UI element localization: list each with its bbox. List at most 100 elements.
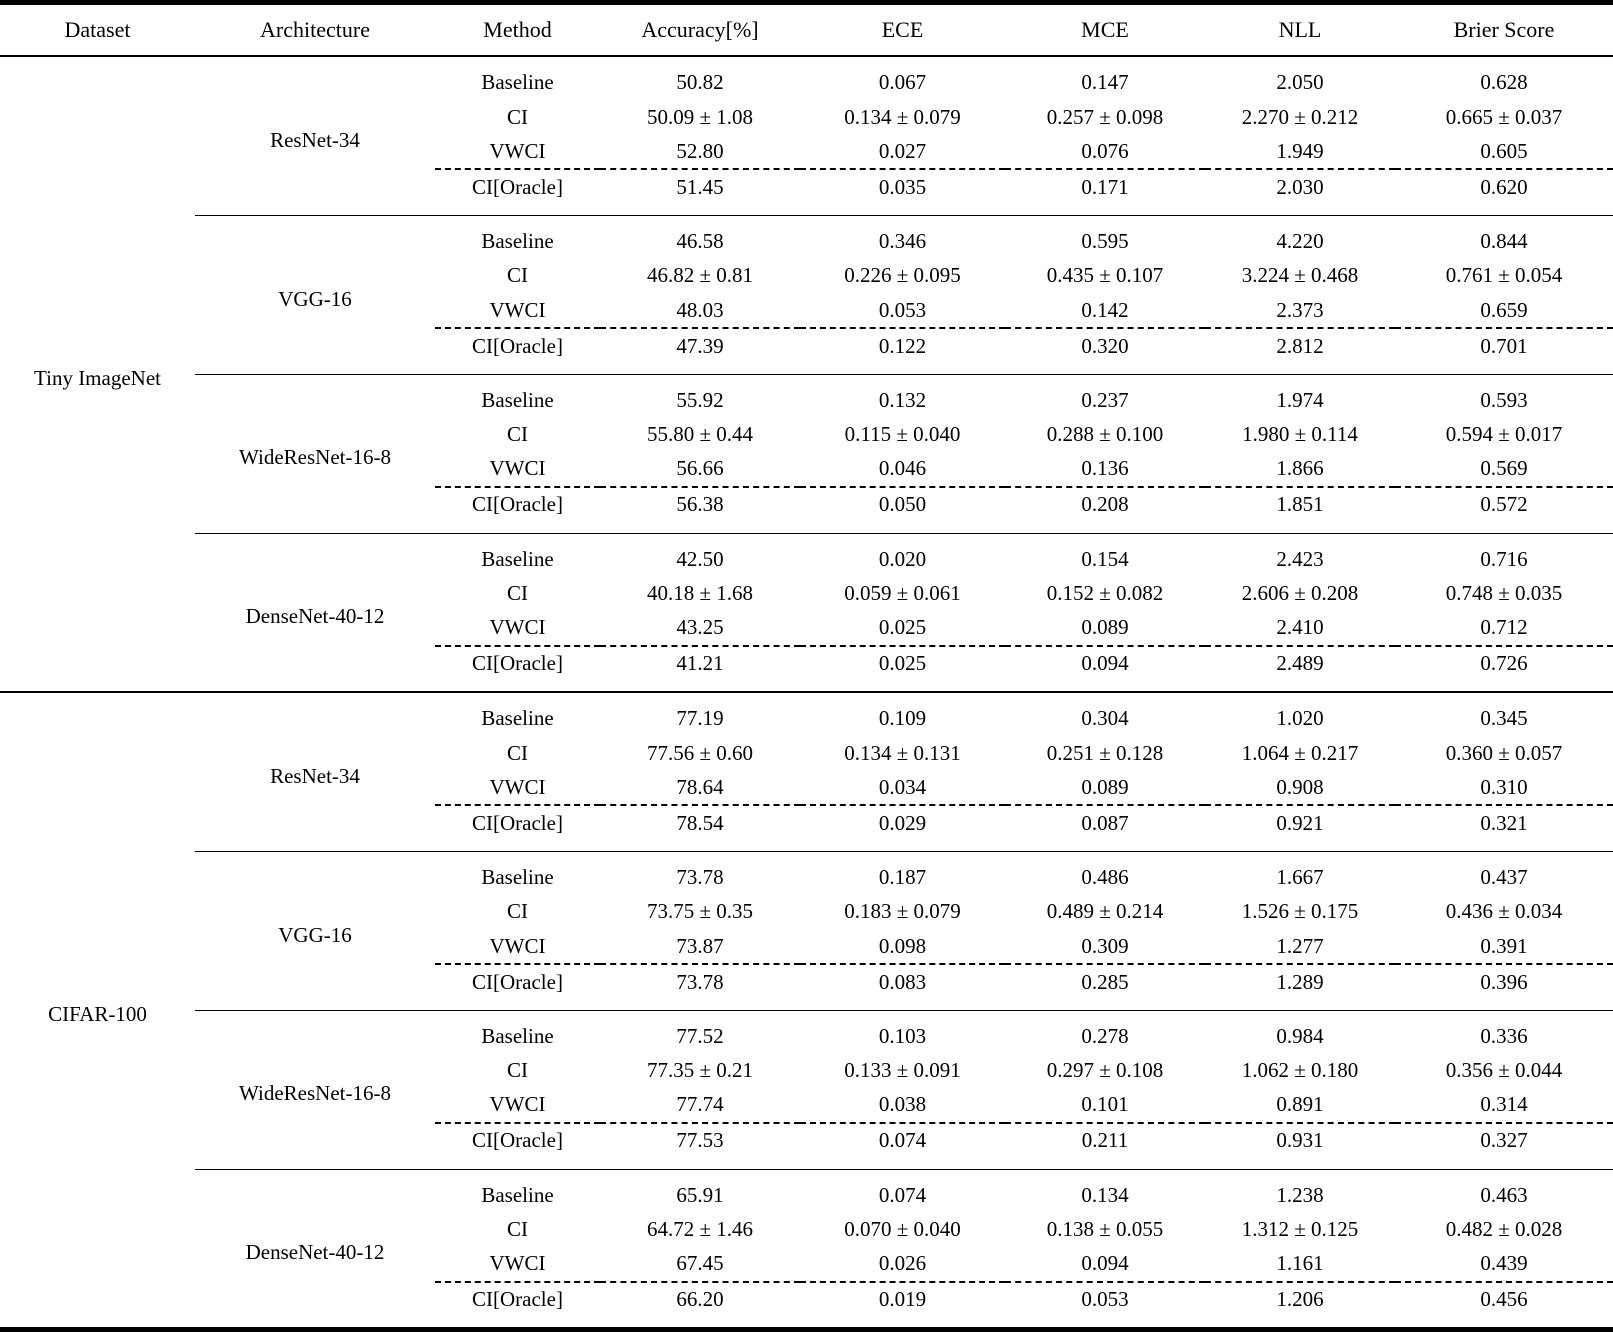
metric-value: 0.035 [800, 168, 1005, 216]
metric-value: 0.074 [800, 1168, 1005, 1213]
metric-value: 0.360 ± 0.057 [1445, 740, 1563, 765]
metric-value: 77.53 [600, 1121, 800, 1170]
table-row: VWCI 73.87 0.098 0.309 1.277 0.391 [0, 929, 1613, 964]
metric-value: 0.257 ± 0.098 [1046, 104, 1164, 129]
metric-value: 0.701 [1395, 327, 1613, 375]
metric-value: 0.605 [1480, 138, 1528, 163]
metric-value: 55.80 ± 0.44 [646, 422, 754, 447]
metric-value: 77.35 ± 0.21 [646, 1058, 754, 1083]
metric-value: 0.134 ± 0.079 [844, 104, 961, 129]
metric-value: 0.034 [878, 774, 927, 799]
table-row: VWCI 78.64 0.034 0.089 0.908 0.310 [0, 770, 1613, 805]
metric-value: 1.064 ± 0.217 [1241, 740, 1359, 765]
metric-value: 0.098 [878, 933, 927, 958]
metric-value: 0.187 [800, 851, 1005, 895]
metric-value: 52.80 [676, 138, 724, 163]
metric-value: 0.310 [1480, 774, 1528, 799]
metric-value: 0.134 ± 0.131 [844, 740, 961, 765]
method-label: Baseline [435, 215, 600, 259]
metric-value: 0.132 [800, 373, 1005, 418]
metric-value: 64.72 ± 1.46 [646, 1216, 754, 1241]
metric-value: 0.931 [1205, 1121, 1395, 1170]
table-row: CI[Oracle] 56.38 0.050 0.208 1.851 0.572 [0, 485, 1613, 534]
metric-value: 0.138 ± 0.055 [1046, 1216, 1164, 1241]
architecture-label: DenseNet-40-12 [195, 532, 435, 693]
method-label: CI [507, 899, 528, 924]
metric-value: 0.083 [800, 963, 1005, 1011]
metric-value: 0.142 [1081, 297, 1129, 322]
metric-value: 0.456 [1395, 1280, 1613, 1330]
metric-value: 0.050 [800, 485, 1005, 534]
metric-value: 0.020 [800, 532, 1005, 577]
metric-value: 77.74 [676, 1092, 724, 1117]
table-row: CI 40.18 ± 1.68 0.059 ± 0.061 0.152 ± 0.082… [0, 576, 1613, 610]
dataset-label: CIFAR-100 [0, 691, 195, 1330]
metric-value: 73.75 ± 0.35 [646, 899, 754, 924]
method-label: CI[Oracle] [435, 1280, 600, 1330]
metric-value: 0.019 [800, 1280, 1005, 1330]
table-row: VWCI 56.66 0.046 0.136 1.866 0.569 [0, 452, 1613, 487]
method-label: Baseline [435, 691, 600, 737]
method-label: CI [507, 104, 528, 129]
table-row: CI 46.82 ± 0.81 0.226 ± 0.095 0.435 ± 0.107… [0, 259, 1613, 293]
metric-value: 0.908 [1276, 774, 1324, 799]
table-row: CI 73.75 ± 0.35 0.183 ± 0.079 0.489 ± 0.214… [0, 895, 1613, 929]
metric-value: 1.866 [1276, 456, 1324, 481]
table-row: CI[Oracle] 41.21 0.025 0.094 2.489 0.726 [0, 644, 1613, 693]
metric-value: 50.82 [676, 70, 724, 95]
metric-value: 0.569 [1480, 456, 1528, 481]
col-header-dataset: Dataset [0, 2, 195, 58]
table-row: CI[Oracle] 73.78 0.083 0.285 1.289 0.396 [0, 963, 1613, 1011]
metric-value: 0.038 [878, 1092, 927, 1117]
method-label: CI [507, 263, 528, 288]
method-label: CI[Oracle] [435, 168, 600, 216]
method-label: VWCI [489, 1251, 546, 1276]
col-header-ece: ECE [800, 2, 1005, 58]
metric-value: 0.297 ± 0.108 [1046, 1058, 1164, 1083]
metric-value: 0.345 [1395, 691, 1613, 737]
metric-value: 2.270 ± 0.212 [1241, 104, 1359, 129]
metric-value: 0.336 [1395, 1009, 1613, 1054]
metric-value: 0.074 [800, 1121, 1005, 1170]
metric-value: 0.237 [1005, 373, 1205, 418]
metric-value: 0.321 [1395, 804, 1613, 852]
metric-value: 0.439 [1480, 1251, 1528, 1276]
metric-value: 1.667 [1205, 851, 1395, 895]
metric-value: 46.82 ± 0.81 [646, 263, 754, 288]
metric-value: 2.410 [1276, 615, 1324, 640]
metric-value: 2.606 ± 0.208 [1241, 580, 1359, 605]
metric-value: 0.278 [1005, 1009, 1205, 1054]
method-label: Baseline [435, 851, 600, 895]
metric-value: 1.161 [1276, 1251, 1324, 1276]
method-label: CI [507, 1058, 528, 1083]
architecture-label: DenseNet-40-12 [195, 1168, 435, 1330]
metric-value: 0.211 [1005, 1121, 1205, 1170]
table-row: CI[Oracle] 78.54 0.029 0.087 0.921 0.321 [0, 804, 1613, 852]
metric-value: 1.526 ± 0.175 [1241, 899, 1359, 924]
metric-value: 43.25 [676, 615, 724, 640]
metric-value: 65.91 [600, 1168, 800, 1213]
metric-value: 0.891 [1276, 1092, 1324, 1117]
metric-value: 0.314 [1480, 1092, 1528, 1117]
metric-value: 2.489 [1205, 644, 1395, 693]
metric-value: 0.094 [1005, 644, 1205, 693]
table-row: CI 50.09 ± 1.08 0.134 ± 0.079 0.257 ± 0.098… [0, 100, 1613, 134]
metric-value: 0.396 [1395, 963, 1613, 1011]
metric-value: 0.025 [878, 615, 927, 640]
metric-value: 0.921 [1205, 804, 1395, 852]
table-row: CI 55.80 ± 0.44 0.115 ± 0.040 0.288 ± 0.100… [0, 418, 1613, 452]
method-label: Baseline [481, 70, 554, 95]
metric-value: 50.09 ± 1.08 [646, 104, 754, 129]
method-label: CI[Oracle] [435, 1121, 600, 1170]
metric-value: 0.171 [1005, 168, 1205, 216]
metric-value: 0.309 [1081, 933, 1129, 958]
metric-value: 0.844 [1395, 215, 1613, 259]
metric-value: 0.304 [1005, 691, 1205, 737]
method-label: CI[Oracle] [435, 327, 600, 375]
metric-value: 2.050 [1276, 70, 1324, 95]
table-row: Tiny ImageNet ResNet-34 Baseline 50.82 0.067… [0, 56, 1613, 390]
col-header-brier-score: Brier Score [1395, 2, 1613, 58]
metric-value: 78.54 [600, 804, 800, 852]
metric-value: 0.712 [1480, 615, 1528, 640]
metric-value: 41.21 [600, 644, 800, 693]
